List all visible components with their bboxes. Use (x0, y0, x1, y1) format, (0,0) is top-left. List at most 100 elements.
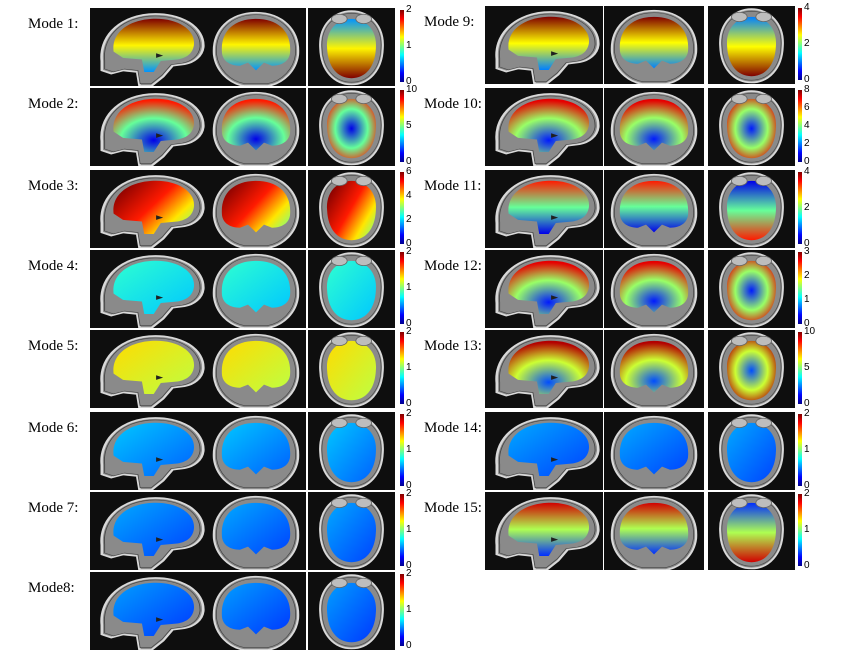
axial-view (308, 492, 395, 570)
eye-orbit (331, 93, 348, 104)
mode-label: Mode 5: (28, 338, 79, 354)
mode-field (113, 98, 195, 152)
colorbar-tick-label: 2 (406, 408, 412, 419)
mode-field (508, 340, 590, 394)
mode-field (726, 422, 777, 483)
colorbar-tick-label: 0 (804, 318, 810, 329)
colorbar-tick-label: 0 (804, 480, 810, 491)
sagittal-view (485, 492, 603, 570)
eye-orbit (755, 255, 772, 266)
coronal-view (206, 88, 306, 166)
colorbar (798, 414, 802, 486)
axial-view (708, 412, 795, 490)
eye-orbit (755, 417, 772, 428)
colorbar (798, 494, 802, 566)
mode-label: Mode 13: (424, 338, 482, 354)
mode-field (113, 260, 195, 314)
mode-field (508, 422, 590, 476)
eye-orbit (331, 255, 348, 266)
mode-field (221, 502, 291, 555)
colorbar-tick-label: 0 (406, 640, 412, 651)
marker-arrow (551, 215, 559, 220)
mode-field (619, 260, 689, 313)
colorbar-tick-label: 1 (406, 362, 412, 373)
mode-label: Mode 12: (424, 258, 482, 274)
colorbar-tick-label: 2 (406, 568, 412, 579)
colorbar (798, 252, 802, 324)
marker-arrow (551, 133, 559, 138)
mode-field (619, 422, 689, 475)
colorbar-tick-label: 0 (804, 238, 810, 249)
colorbar (400, 252, 404, 324)
colorbar-tick-label: 5 (804, 362, 810, 373)
colorbar-tick-label: 2 (804, 488, 810, 499)
sagittal-view (485, 170, 603, 248)
mode-field (113, 180, 195, 234)
mode-field (508, 16, 590, 70)
marker-arrow (551, 537, 559, 542)
mode-field (508, 260, 590, 314)
sagittal-view (485, 250, 603, 328)
axial-view (308, 250, 395, 328)
eye-orbit (731, 175, 748, 186)
colorbar-tick-label: 2 (804, 138, 810, 149)
sagittal-view (90, 330, 208, 408)
mode-field (221, 180, 291, 233)
sagittal-view (90, 88, 208, 166)
colorbar-tick-label: 2 (406, 246, 412, 257)
eye-orbit (331, 577, 348, 588)
mode-label: Mode 11: (424, 178, 482, 194)
marker-arrow (156, 457, 164, 462)
colorbar-tick-label: 0 (406, 156, 412, 167)
mode-field (508, 180, 590, 234)
colorbar-tick-label: 4 (804, 166, 810, 177)
coronal-view (604, 250, 704, 328)
mode-field (619, 340, 689, 393)
eye-orbit (731, 417, 748, 428)
eye-orbit (755, 335, 772, 346)
colorbar-tick-label: 5 (406, 120, 412, 131)
eye-orbit (355, 255, 372, 266)
axial-view (308, 412, 395, 490)
mode-field (726, 502, 777, 563)
colorbar-tick-label: 0 (804, 398, 810, 409)
colorbar-tick-label: 4 (804, 2, 810, 13)
axial-view (708, 88, 795, 166)
mode-label: Mode 9: (424, 14, 475, 30)
eye-orbit (331, 335, 348, 346)
colorbar-tick-label: 1 (406, 40, 412, 51)
mode-label: Mode 15: (424, 500, 482, 516)
mode-field (726, 180, 777, 241)
eye-orbit (355, 175, 372, 186)
eye-orbit (355, 93, 372, 104)
colorbar-tick-label: 2 (804, 408, 810, 419)
colorbar (400, 172, 404, 244)
eye-orbit (755, 497, 772, 508)
colorbar-tick-label: 4 (406, 190, 412, 201)
mode-label: Mode 4: (28, 258, 79, 274)
colorbar (400, 414, 404, 486)
mode-label: Mode 2: (28, 96, 79, 112)
colorbar-tick-label: 6 (804, 102, 810, 113)
mode-field (619, 180, 689, 233)
eye-orbit (731, 11, 748, 22)
colorbar (798, 8, 802, 80)
colorbar (798, 332, 802, 404)
colorbar-tick-label: 0 (406, 76, 412, 87)
mode-field (113, 582, 195, 636)
colorbar-tick-label: 2 (406, 4, 412, 15)
colorbar (400, 574, 404, 646)
mode-label: Mode 1: (28, 16, 79, 32)
mode-field (619, 98, 689, 151)
colorbar-tick-label: 2 (406, 326, 412, 337)
colorbar-tick-label: 0 (406, 398, 412, 409)
marker-arrow (156, 617, 164, 622)
colorbar (400, 10, 404, 82)
coronal-view (604, 412, 704, 490)
mode-field (113, 340, 195, 394)
mode-label: Mode 14: (424, 420, 482, 436)
coronal-view (206, 250, 306, 328)
colorbar-tick-label: 2 (804, 38, 810, 49)
mode-label: Mode 7: (28, 500, 79, 516)
colorbar-tick-label: 10 (804, 326, 816, 337)
